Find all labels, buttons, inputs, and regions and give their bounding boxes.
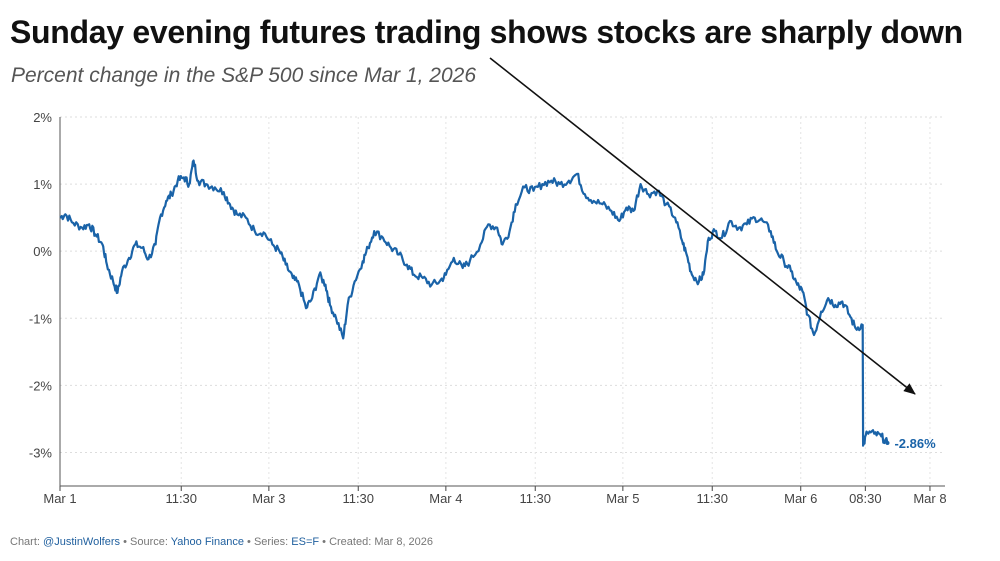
chart-title: Sunday evening futures trading shows sto…	[10, 14, 963, 50]
y-tick-label: -2%	[29, 378, 53, 393]
annotation-arrow	[489, 57, 916, 395]
x-tick-label: Mar 4	[429, 491, 462, 506]
footer-source-link[interactable]: Yahoo Finance	[170, 536, 244, 548]
x-tick-label: Mar 1	[43, 491, 76, 506]
x-tick-label: Mar 6	[784, 491, 817, 506]
y-tick-label: 1%	[33, 177, 52, 192]
footer-separator: •	[123, 536, 127, 548]
footer-series-link[interactable]: ES=F	[291, 536, 320, 548]
chart-subtitle: Percent change in the S&P 500 since Mar …	[11, 64, 477, 87]
x-tick-label: 08:30	[849, 491, 882, 506]
axes: 2% 1% 0% -1% -2% -3% Mar 1 11:30 Mar 3 11:30 Mar 4…	[29, 110, 947, 506]
annotation-layer	[489, 57, 916, 395]
grid	[59, 116, 945, 486]
y-tick-label: 0%	[33, 244, 52, 259]
x-tick-label: 11:30	[342, 491, 374, 506]
x-tick-label: 11:30	[519, 491, 551, 506]
series-line-es-f	[59, 159, 889, 447]
y-tick-label: -1%	[29, 311, 53, 326]
series-end-point	[885, 441, 890, 446]
x-tick-label: Mar 8	[913, 491, 946, 506]
series-layer: -2.86%	[59, 159, 936, 451]
footer-separator: •	[322, 536, 327, 548]
footer-chart-prefix: Chart:	[10, 536, 40, 548]
footer-separator: •	[247, 536, 251, 548]
x-tick-label: 11:30	[696, 491, 728, 506]
x-tick-label: Mar 3	[252, 491, 285, 506]
footer-created: Created: Mar 8, 2026	[329, 536, 434, 548]
x-tick-label: Mar 5	[606, 491, 639, 506]
y-tick-label: -3%	[29, 445, 53, 460]
footer-series-prefix: Series:	[253, 536, 289, 548]
footer-author-link[interactable]: @JustinWolfers	[43, 536, 121, 548]
end-value-label: -2.86%	[894, 436, 936, 451]
footer: Chart: @JustinWolfers • Source: Yahoo Fi…	[10, 536, 433, 548]
y-tick-label: 2%	[33, 110, 52, 125]
x-tick-label: 11:30	[165, 491, 197, 506]
footer-source-prefix: Source:	[130, 536, 168, 548]
